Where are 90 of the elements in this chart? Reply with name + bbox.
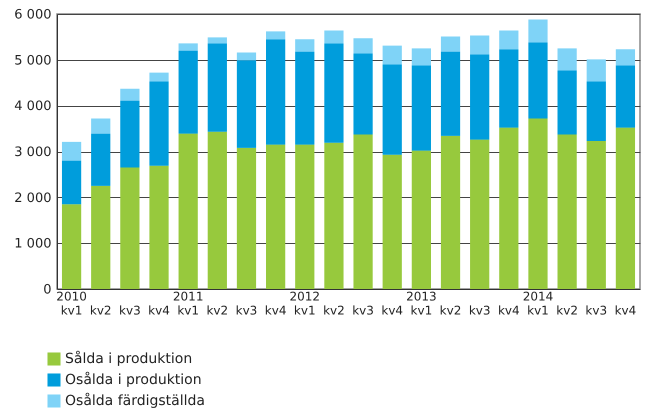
bar [62, 204, 82, 289]
x-tick-label: 2010 kv1 [56, 290, 87, 318]
bar [440, 52, 460, 136]
bar [586, 140, 606, 289]
x-tick-label: kv3 [352, 304, 374, 318]
bar [382, 154, 402, 289]
bar [120, 88, 140, 101]
x-tick-label: kv3 [119, 304, 141, 318]
bar [528, 118, 548, 289]
bar [470, 140, 490, 289]
bar [91, 186, 110, 289]
x-tick-label: kv2 [206, 304, 228, 318]
y-tick-label: 4 000 [14, 99, 52, 114]
x-tick-label: 2011 kv1 [172, 290, 204, 318]
bar [295, 52, 314, 145]
bar [499, 128, 518, 289]
legend-label: Osålda färdigställda [65, 392, 205, 408]
bar [353, 134, 373, 289]
bar [586, 81, 606, 141]
bar [295, 144, 314, 289]
x-tick-label: kv2 [440, 304, 462, 318]
bar [62, 142, 82, 161]
x-tick-label: kv3 [585, 304, 608, 318]
bar [91, 118, 110, 134]
bar [586, 59, 606, 82]
x-tick-label: kv4 [614, 304, 636, 318]
x-tick-label: 2012 kv1 [290, 290, 320, 318]
bar [236, 52, 256, 60]
bar [382, 46, 402, 64]
x-tick-label: 2013 kv1 [406, 290, 437, 318]
x-tick-label: kv3 [468, 304, 491, 318]
x-tick-label: kv2 [323, 304, 345, 318]
bar [324, 30, 344, 44]
bar [528, 42, 548, 118]
bar [149, 72, 169, 82]
bar [499, 30, 518, 50]
y-tick-label: 3 000 [14, 145, 52, 160]
bar [616, 65, 636, 128]
bar [295, 39, 314, 52]
y-tick-label: 1 000 [14, 236, 52, 252]
y-tick-label: 0 [43, 282, 52, 298]
bar [178, 43, 198, 51]
bar [558, 48, 577, 70]
bar [178, 134, 198, 289]
bar [236, 60, 256, 148]
bar [149, 81, 169, 166]
y-tick-label: 5 000 [14, 53, 52, 68]
bar [412, 65, 431, 151]
bar [266, 39, 286, 145]
bar [91, 134, 110, 186]
bar [499, 49, 518, 128]
bar [149, 166, 169, 289]
bar [412, 150, 431, 289]
bar [440, 36, 460, 52]
bar [178, 50, 198, 134]
bar [208, 132, 227, 289]
bar [208, 37, 227, 44]
legend-label: Osålda i produktion [65, 371, 202, 388]
x-tick-label: kv2 [556, 304, 578, 318]
bar [208, 43, 227, 132]
bar [266, 31, 286, 40]
bar [236, 148, 256, 289]
bar [62, 160, 82, 204]
x-tick-label: 2014 kv1 [522, 290, 554, 318]
x-tick-label: kv4 [148, 304, 170, 318]
bar [412, 48, 431, 66]
bar [558, 134, 577, 289]
bar [324, 43, 344, 143]
x-tick-label: kv4 [381, 304, 404, 318]
bar [470, 36, 490, 54]
bar [324, 142, 344, 289]
x-tick-label: kv3 [236, 304, 258, 318]
x-tick-label: kv4 [264, 304, 286, 318]
y-tick-label: 6 000 [14, 8, 52, 22]
bar [470, 54, 490, 140]
x-tick-label: kv4 [498, 304, 520, 318]
x-tick-label: kv2 [90, 304, 112, 318]
bar [120, 100, 140, 168]
bar [558, 70, 577, 135]
bar [440, 136, 460, 289]
bar [120, 168, 140, 289]
y-tick-label: 2 000 [14, 190, 52, 206]
bar [528, 20, 548, 42]
bar [353, 38, 373, 54]
bar [382, 64, 402, 155]
legend-label: Sålda i produktion [65, 350, 192, 367]
bar [616, 49, 636, 66]
bar [353, 53, 373, 135]
bar [616, 128, 636, 289]
bar [266, 144, 286, 289]
